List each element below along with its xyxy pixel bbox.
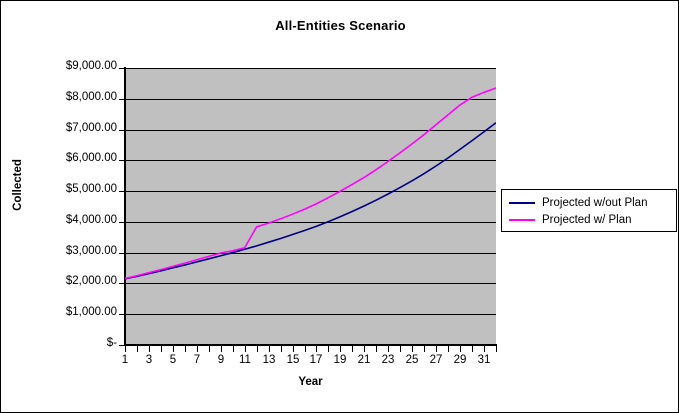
x-axis-tick-label: 3	[145, 354, 153, 366]
x-axis-tick	[316, 346, 317, 352]
gridline	[125, 68, 496, 69]
y-axis-tick	[119, 68, 125, 69]
x-axis-tick-label: 19	[333, 354, 347, 366]
y-axis-tick-label: $4,000.00	[65, 214, 117, 226]
legend-item-label: Projected w/ Plan	[542, 214, 632, 226]
x-axis-tick	[161, 346, 162, 352]
y-axis-line	[124, 67, 126, 346]
x-axis-tick	[400, 346, 401, 352]
x-axis-tick-label: 11	[239, 354, 251, 366]
y-axis-tick-label: $9,000.00	[65, 60, 117, 72]
legend-swatch-line-icon	[509, 219, 535, 221]
y-axis-tick	[119, 160, 125, 161]
y-axis-tick-label: $5,000.00	[65, 183, 117, 195]
legend-swatch-line-icon	[509, 202, 535, 204]
x-axis-tick-label: 15	[286, 354, 300, 366]
x-axis-tick	[424, 346, 425, 352]
x-axis-tick	[245, 346, 246, 352]
y-axis-tick	[119, 222, 125, 223]
gridline	[125, 222, 496, 223]
x-axis-tick	[125, 346, 126, 352]
legend-item-1[interactable]: Projected w/ Plan	[509, 212, 632, 228]
y-axis-tick	[119, 99, 125, 100]
x-axis-tick	[269, 346, 270, 352]
x-axis-tick	[197, 346, 198, 352]
x-axis-tick	[173, 346, 174, 352]
y-axis-tick-label: $1,000.00	[65, 306, 117, 318]
x-axis-tick	[352, 346, 353, 352]
gridline	[125, 253, 496, 254]
gridline	[125, 160, 496, 161]
y-axis-tick	[119, 253, 125, 254]
x-axis-tick	[436, 346, 437, 352]
x-axis-tick	[460, 346, 461, 352]
x-axis-tick	[293, 346, 294, 352]
y-axis-tick-label: $8,000.00	[65, 91, 117, 103]
series-line-1	[125, 88, 496, 279]
gridline	[125, 130, 496, 131]
x-axis-tick	[328, 346, 329, 352]
y-axis-labels: $- $1,000.00 $2,000.00 $3,000.00 $4,000.00 $5…	[1, 1, 117, 412]
x-axis-tick	[340, 346, 341, 352]
y-axis-tick-label: $2,000.00	[65, 275, 117, 287]
y-axis-tick	[119, 130, 125, 131]
x-axis-tick-label: 27	[429, 354, 443, 366]
x-axis-tick-label: 25	[405, 354, 419, 366]
gridline	[125, 99, 496, 100]
x-axis-tick	[221, 346, 222, 352]
page-title: All-Entities Scenario	[275, 18, 406, 33]
x-axis-tick-label: 29	[453, 354, 467, 366]
x-axis-tick-label: 9	[217, 354, 225, 366]
legend-item-0[interactable]: Projected w/out Plan	[509, 195, 647, 211]
y-axis-tick	[119, 345, 125, 346]
x-axis-tick-label: 1	[121, 354, 129, 366]
x-axis-tick-label: 7	[193, 354, 201, 366]
x-axis-tick	[257, 346, 258, 352]
y-axis-tick	[119, 283, 125, 284]
x-axis-tick	[185, 346, 186, 352]
x-axis-tick	[376, 346, 377, 352]
y-axis-title: Collected	[12, 159, 24, 211]
y-axis-tick-label: $7,000.00	[65, 122, 117, 134]
series-line-0	[125, 123, 496, 279]
gridline	[125, 314, 496, 315]
x-axis-tick	[281, 346, 282, 352]
x-axis-tick	[448, 346, 449, 352]
gridline	[125, 283, 496, 284]
x-axis-tick	[305, 346, 306, 352]
x-axis-tick-label: 13	[262, 354, 276, 366]
x-axis-tick-label: 31	[477, 354, 491, 366]
x-axis-tick	[209, 346, 210, 352]
x-axis-tick	[496, 346, 497, 352]
x-axis-tick	[472, 346, 473, 352]
legend: Projected w/out Plan Projected w/ Plan	[501, 189, 677, 232]
x-axis-tick	[412, 346, 413, 352]
x-axis-tick-label: 21	[357, 354, 371, 366]
gridline	[125, 191, 496, 192]
x-axis-tick	[137, 346, 138, 352]
x-axis-tick	[484, 346, 485, 352]
y-axis-tick-label: $-	[106, 337, 117, 349]
x-axis-tick	[388, 346, 389, 352]
y-axis-tick	[119, 314, 125, 315]
x-axis-tick-label: 17	[309, 354, 323, 366]
x-axis-line	[124, 344, 497, 346]
y-axis-tick-label: $6,000.00	[65, 152, 117, 164]
x-axis-tick	[233, 346, 234, 352]
series-plot	[125, 68, 496, 345]
x-axis-tick-label: 23	[381, 354, 395, 366]
y-axis-tick-label: $3,000.00	[65, 245, 117, 257]
legend-item-label: Projected w/out Plan	[542, 197, 648, 209]
x-axis-tick-label: 5	[169, 354, 177, 366]
x-axis-tick	[364, 346, 365, 352]
x-axis-title: Year	[298, 376, 323, 388]
x-axis-tick	[149, 346, 150, 352]
y-axis-tick	[119, 191, 125, 192]
